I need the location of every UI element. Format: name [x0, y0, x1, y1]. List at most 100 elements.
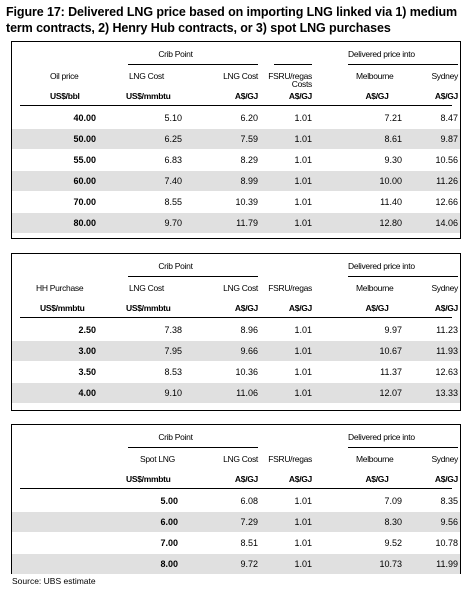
col-melbourne: Melbourne [356, 71, 394, 81]
unit-usd-bbl: US$/bbl [50, 91, 80, 101]
unit-aud-gj: A$/GJ [365, 303, 389, 313]
header-row: HH Purchase LNG Cost LNG Cost FSRU/regas… [12, 278, 460, 298]
unit-aud-gj: A$/GJ [365, 91, 389, 101]
table-cell: 6.20 [240, 113, 258, 123]
table-cell: 1.01 [294, 346, 312, 356]
table-row: 40.00 5.10 6.20 1.01 7.21 8.47 [12, 108, 460, 128]
unit-aud-gj: A$/GJ [288, 91, 312, 101]
unit-aud-gj: A$/GJ [434, 303, 458, 313]
table-cell: 6.83 [164, 155, 182, 165]
col-fsru-regas: FSRU/regas [268, 454, 312, 464]
table-cell: 9.66 [240, 346, 258, 356]
table-cell: 1.01 [294, 496, 312, 506]
table-cell: 7.40 [164, 176, 182, 186]
delivered-rule [348, 64, 458, 65]
table-cell: 9.70 [164, 218, 182, 228]
table-cell: 6.00 [160, 517, 178, 527]
henry-hub-table: Crib Point Delivered price into HH Purch… [11, 253, 461, 411]
col-lng-cost-usd: LNG Cost [129, 283, 164, 293]
col-sydney: Sydney [431, 454, 458, 464]
unit-usd-mmbtu: US$/mmbtu [126, 303, 171, 313]
unit-aud-gj: A$/GJ [288, 474, 312, 484]
table-cell: 8.00 [160, 559, 178, 569]
figure-title: Figure 17: Delivered LNG price based on … [6, 5, 458, 35]
table-cell: 9.56 [440, 517, 458, 527]
table-cell: 1.01 [294, 517, 312, 527]
group-header-row: Crib Point Delivered price into [12, 44, 460, 64]
col-hh-purchase: HH Purchase [36, 283, 84, 293]
table-row: 3.50 8.53 10.36 1.01 11.37 12.63 [12, 362, 460, 382]
table-cell: 7.00 [160, 538, 178, 548]
table-cell: 10.78 [435, 538, 458, 548]
table-cell: 40.00 [73, 113, 96, 123]
table-cell: 7.21 [384, 113, 402, 123]
table-cell: 1.01 [294, 367, 312, 377]
table-cell: 1.01 [294, 155, 312, 165]
group-header-row: Crib Point Delivered price into [12, 256, 460, 276]
oil-linked-table: Crib Point Delivered price into Oil pric… [11, 41, 461, 239]
col-oil-price: Oil price [50, 71, 79, 81]
table-cell: 3.00 [78, 346, 96, 356]
table-row: 3.00 7.95 9.66 1.01 10.67 11.93 [12, 341, 460, 361]
spot-lng-table: Crib Point Delivered price into Spot LNG… [11, 424, 461, 574]
crib-point-rule [128, 276, 258, 277]
group-crib-point: Crib Point [158, 261, 193, 271]
col-spot-lng: Spot LNG [140, 454, 175, 464]
table-row: 4.00 9.10 11.06 1.01 12.07 13.33 [12, 383, 460, 403]
table-cell: 12.66 [435, 197, 458, 207]
table-cell: 1.01 [294, 325, 312, 335]
delivered-rule [348, 276, 458, 277]
table-row: 55.00 6.83 8.29 1.01 9.30 10.56 [12, 150, 460, 170]
table-cell: 11.79 [236, 218, 258, 228]
table-cell: 6.25 [164, 134, 182, 144]
table-cell: 12.80 [379, 218, 402, 228]
group-delivered-price: Delivered price into [348, 261, 415, 271]
crib-point-rule [128, 447, 258, 448]
table-cell: 7.59 [240, 134, 258, 144]
table-cell: 80.00 [73, 218, 96, 228]
table-cell: 1.01 [294, 538, 312, 548]
table-row: 50.00 6.25 7.59 1.01 8.61 9.87 [12, 129, 460, 149]
table-cell: 14.06 [435, 218, 458, 228]
table-cell: 6.08 [240, 496, 258, 506]
table-cell: 1.01 [294, 197, 312, 207]
col-lng-cost-usd: LNG Cost [129, 71, 164, 81]
table-cell: 10.00 [379, 176, 402, 186]
table-cell: 9.30 [384, 155, 402, 165]
table-cell: 11.93 [436, 346, 458, 356]
table-cell: 11.23 [436, 325, 458, 335]
table-cell: 9.87 [440, 134, 458, 144]
table-cell: 10.39 [235, 197, 258, 207]
table-cell: 12.07 [379, 388, 402, 398]
table-row: 70.00 8.55 10.39 1.01 11.40 12.66 [12, 192, 460, 212]
unit-aud-gj: A$/GJ [234, 303, 258, 313]
table-cell: 13.33 [435, 388, 458, 398]
fsru-rule [274, 64, 312, 65]
units-row: US$/mmbtu A$/GJ A$/GJ A$/GJ A$/GJ [12, 469, 460, 489]
table-cell: 2.50 [78, 325, 96, 335]
table-cell: 7.09 [384, 496, 402, 506]
table-cell: 11.26 [436, 176, 458, 186]
table-cell: 8.99 [240, 176, 258, 186]
table-cell: 8.61 [384, 134, 402, 144]
table-cell: 70.00 [73, 197, 96, 207]
table-cell: 9.10 [164, 388, 182, 398]
table-cell: 8.30 [384, 517, 402, 527]
col-sydney: Sydney [431, 283, 458, 293]
crib-point-rule [128, 64, 258, 65]
units-row: US$/bbl US$/mmbtu A$/GJ Costs A$/GJ A$/G… [12, 79, 460, 106]
table-row: 7.00 8.51 1.01 9.52 10.78 [12, 533, 460, 553]
col-sydney: Sydney [431, 71, 458, 81]
unit-aud-gj: A$/GJ [434, 91, 458, 101]
table-cell: 12.63 [435, 367, 458, 377]
unit-usd-mmbtu: US$/mmbtu [126, 474, 171, 484]
table-cell: 8.53 [164, 367, 182, 377]
table-cell: 7.95 [164, 346, 182, 356]
table-cell: 8.35 [440, 496, 458, 506]
table-cell: 1.01 [294, 113, 312, 123]
table-cell: 8.47 [440, 113, 458, 123]
table-cell: 9.97 [384, 325, 402, 335]
table-cell: 10.73 [379, 559, 402, 569]
table-row: 8.00 9.72 1.01 10.73 11.99 [12, 554, 460, 574]
source-note: Source: UBS estimate [12, 576, 96, 586]
